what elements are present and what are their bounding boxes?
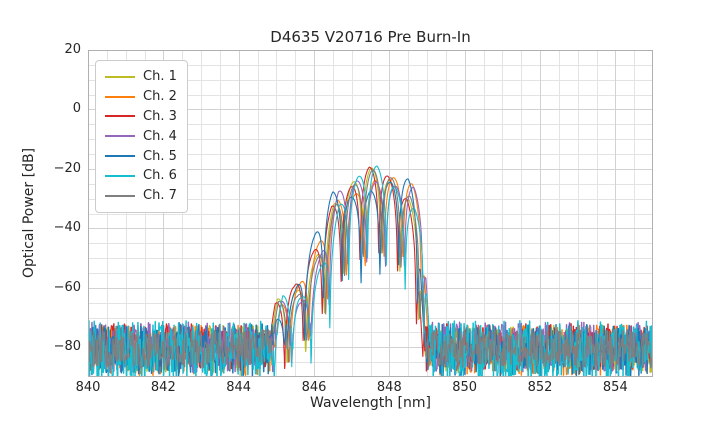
y-tick-label: −60 — [53, 279, 81, 295]
legend-entry: Ch. 2 — [105, 87, 177, 107]
legend-line-swatch — [105, 95, 135, 98]
legend-entry: Ch. 7 — [105, 186, 177, 206]
legend-entry: Ch. 6 — [105, 166, 177, 186]
legend-entry-label: Ch. 7 — [143, 188, 177, 204]
legend: Ch. 1 Ch. 2 Ch. 3 Ch. 4 Ch. 5 Ch. 6 Ch. 7 — [95, 60, 188, 213]
chart-title: D4635 V20716 Pre Burn-In — [270, 28, 471, 46]
x-axis-label: Wavelength [nm] — [310, 395, 431, 411]
legend-entry-label: Ch. 2 — [143, 89, 177, 105]
legend-entry-label: Ch. 6 — [143, 168, 177, 184]
legend-entry-label: Ch. 4 — [143, 128, 177, 144]
y-tick-label: 0 — [72, 101, 81, 117]
x-tick-label: 846 — [301, 380, 327, 395]
legend-entry: Ch. 1 — [105, 67, 177, 87]
legend-entry: Ch. 5 — [105, 146, 177, 166]
legend-entry-label: Ch. 1 — [143, 69, 177, 85]
x-tick-label: 850 — [452, 380, 478, 395]
x-tick-label: 852 — [527, 380, 553, 395]
y-tick-label: 20 — [64, 42, 81, 57]
y-tick-label: −40 — [53, 220, 81, 236]
legend-line-swatch — [105, 115, 135, 118]
legend-line-swatch — [105, 75, 135, 78]
legend-entry-label: Ch. 3 — [143, 108, 177, 124]
legend-entry: Ch. 3 — [105, 107, 177, 127]
x-tick-label: 840 — [75, 380, 101, 395]
x-tick-label: 844 — [226, 380, 252, 395]
y-tick-label: −80 — [53, 339, 81, 355]
legend-entry-label: Ch. 5 — [143, 148, 177, 164]
x-tick-label: 842 — [150, 380, 176, 395]
legend-line-swatch — [105, 135, 135, 138]
legend-line-swatch — [105, 155, 135, 158]
legend-line-swatch — [105, 194, 135, 197]
x-tick-label: 848 — [376, 380, 402, 395]
legend-line-swatch — [105, 174, 135, 177]
y-tick-label: −20 — [53, 160, 81, 176]
legend-entry: Ch. 4 — [105, 126, 177, 146]
x-tick-label: 854 — [602, 380, 628, 395]
